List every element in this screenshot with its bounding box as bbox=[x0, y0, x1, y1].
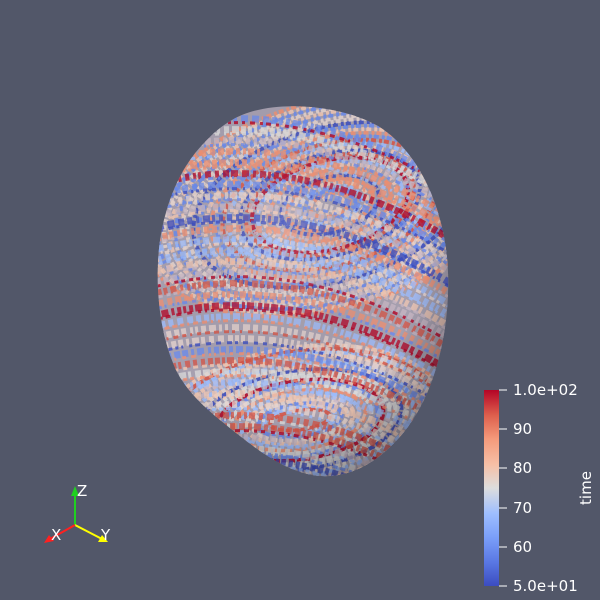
z-axis-label: Z bbox=[77, 482, 87, 500]
surface-shading bbox=[157, 106, 449, 477]
tick-label-70: 70 bbox=[513, 499, 532, 517]
orientation-axes-widget: Z Y X bbox=[44, 482, 111, 544]
color-legend[interactable]: 1.0e+02 90 80 70 60 5.0e+01 time bbox=[484, 381, 595, 595]
color-legend-title: time bbox=[577, 471, 595, 505]
tick-label-80: 80 bbox=[513, 459, 532, 477]
z-axis-arrow bbox=[71, 486, 79, 496]
x-axis-label: X bbox=[51, 526, 61, 544]
tick-label-60: 60 bbox=[513, 538, 532, 556]
tick-label-90: 90 bbox=[513, 420, 532, 438]
tick-label-max: 1.0e+02 bbox=[513, 381, 578, 399]
y-axis-label: Y bbox=[100, 526, 111, 544]
tick-label-min: 5.0e+01 bbox=[513, 577, 578, 595]
surface-object[interactable] bbox=[122, 56, 539, 557]
y-axis-arrow bbox=[98, 535, 108, 542]
y-axis-line bbox=[74, 524, 103, 540]
x-axis-line bbox=[49, 524, 76, 540]
surface-band bbox=[157, 462, 449, 477]
surface-band bbox=[150, 482, 460, 553]
surface-band bbox=[150, 486, 460, 557]
surface-band bbox=[157, 467, 449, 477]
color-legend-bar bbox=[484, 390, 499, 586]
x-axis-arrow bbox=[44, 535, 54, 543]
surface-band bbox=[157, 473, 449, 477]
